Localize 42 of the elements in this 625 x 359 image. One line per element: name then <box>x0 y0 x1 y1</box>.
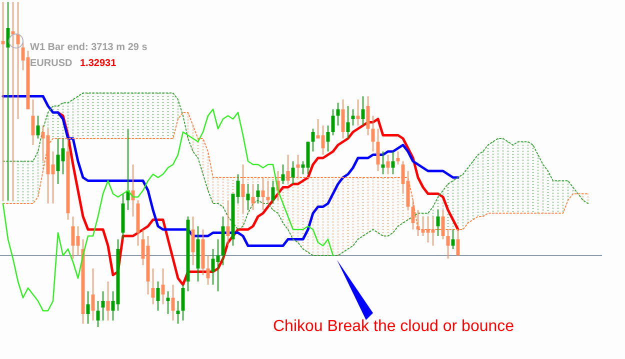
candlestick <box>106 281 110 321</box>
candlestick <box>331 108 335 136</box>
candlestick <box>446 229 450 260</box>
candlestick <box>16 2 20 120</box>
candlestick <box>336 102 340 126</box>
candlestick <box>381 151 385 175</box>
candlestick <box>206 255 210 286</box>
candlestick <box>171 284 175 321</box>
candlestick <box>411 200 415 230</box>
candlestick <box>371 115 375 152</box>
candlestick <box>396 151 400 165</box>
candlestick <box>161 268 165 305</box>
candlestick <box>451 229 455 250</box>
candlestick <box>96 300 100 328</box>
candlestick <box>361 96 365 126</box>
candlestick <box>166 290 170 314</box>
candlestick <box>191 216 195 266</box>
candlestick <box>376 128 380 172</box>
candlestick <box>86 290 90 324</box>
candlestick <box>341 99 345 139</box>
candlestick <box>366 96 370 136</box>
candlestick <box>296 154 300 178</box>
candlestick <box>356 99 360 126</box>
candlestick <box>326 125 330 152</box>
candlestick <box>91 268 95 321</box>
candlestick <box>311 128 315 152</box>
candlestick <box>456 229 460 256</box>
candlestick <box>346 106 350 139</box>
candlestick <box>156 281 160 312</box>
candlestick <box>176 300 180 324</box>
annotation: Chikou Break the cloud or bounce <box>273 318 514 335</box>
candlestick <box>351 108 355 126</box>
candlestick <box>31 99 35 146</box>
candlestick <box>151 268 155 305</box>
candlestick <box>181 284 185 321</box>
annotation: 1.32931 <box>80 58 117 69</box>
annotation: EURUSD <box>30 58 72 69</box>
candlestick <box>386 154 390 175</box>
candlestick <box>101 290 105 321</box>
candlestick <box>391 151 395 175</box>
candlestick <box>36 115 40 139</box>
annotation: W1 Bar end: 3713 m 29 s <box>30 42 148 53</box>
